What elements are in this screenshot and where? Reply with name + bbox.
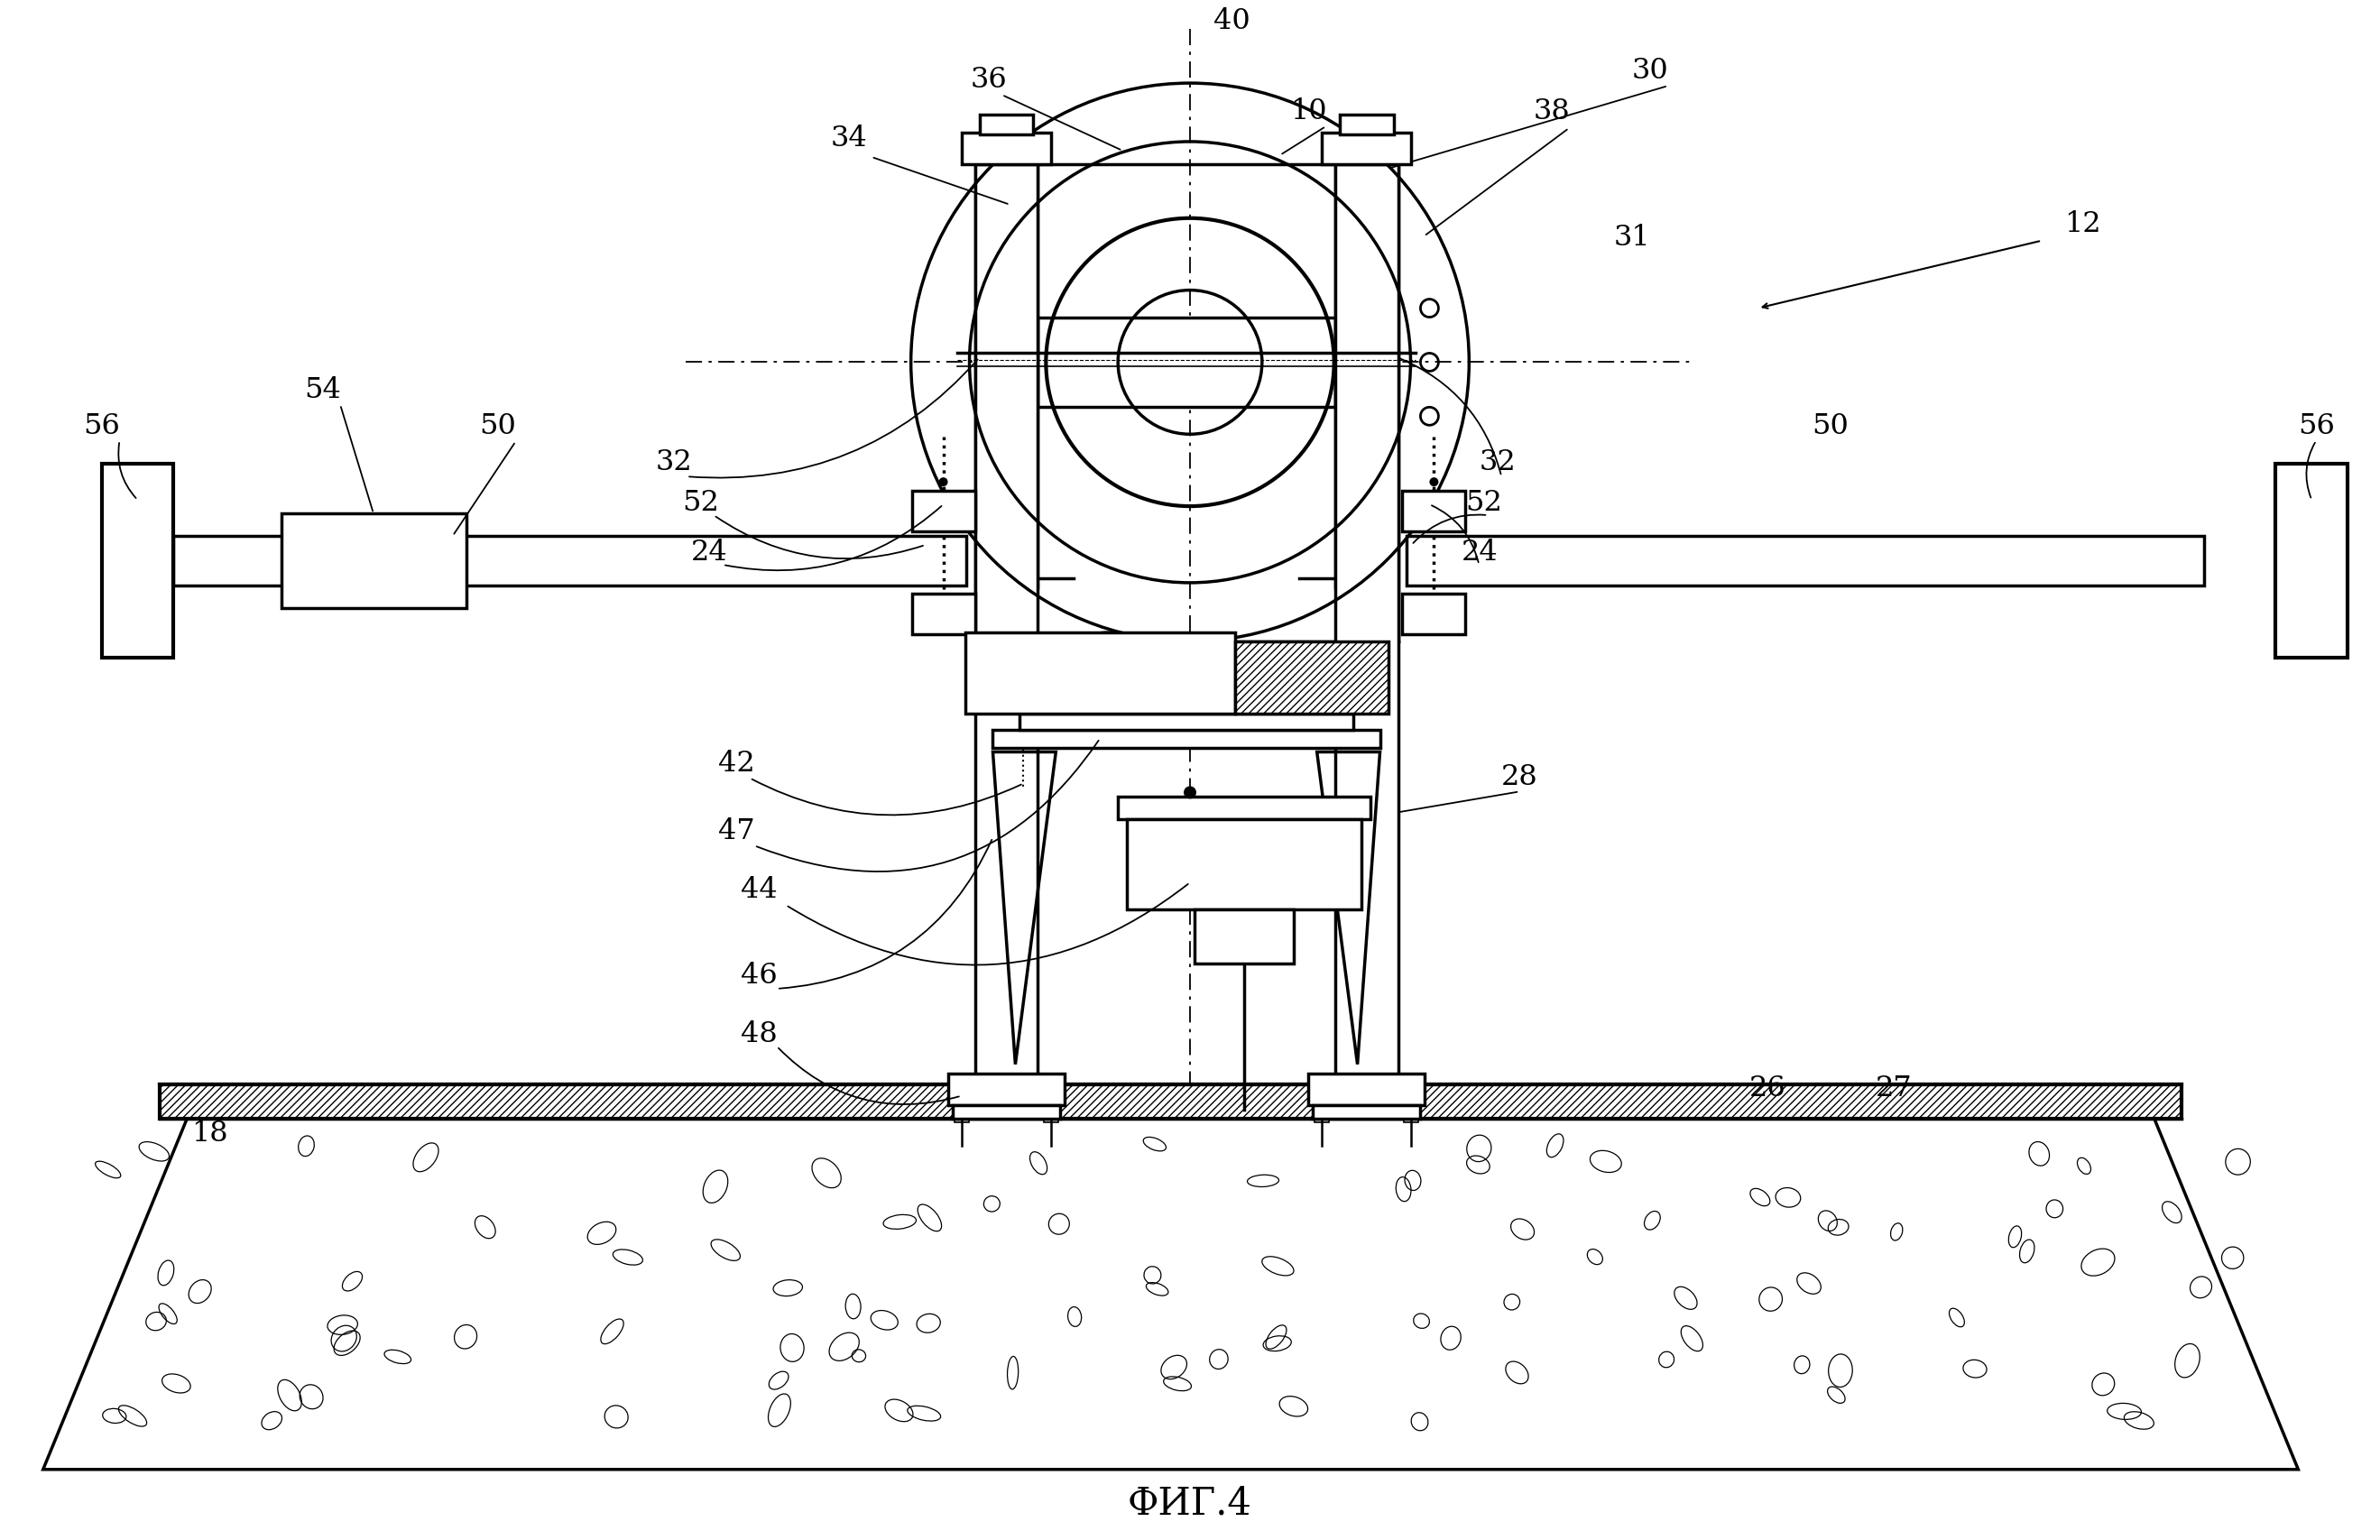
Bar <box>2275 464 2347 658</box>
Bar <box>912 491 976 531</box>
Text: 47: 47 <box>719 818 754 845</box>
Bar <box>1402 491 1466 531</box>
Text: 52: 52 <box>683 490 719 517</box>
Text: 24: 24 <box>1461 539 1497 567</box>
Circle shape <box>445 587 450 593</box>
Circle shape <box>1430 477 1438 487</box>
Circle shape <box>938 477 947 487</box>
Text: 50: 50 <box>1811 413 1849 440</box>
Bar <box>912 593 976 634</box>
Text: 46: 46 <box>740 961 778 990</box>
Text: 44: 44 <box>740 876 778 904</box>
Text: 38: 38 <box>1533 97 1571 125</box>
Text: 48: 48 <box>740 1019 778 1049</box>
Text: 18: 18 <box>193 1120 228 1147</box>
Bar <box>1311 1104 1421 1118</box>
Bar <box>1407 536 2204 585</box>
Bar <box>947 1073 1064 1104</box>
Bar <box>1038 317 1335 407</box>
Text: 31: 31 <box>1614 223 1652 251</box>
Bar <box>992 730 1380 747</box>
Text: 30: 30 <box>1633 57 1668 85</box>
Bar <box>1340 114 1392 134</box>
Text: 34: 34 <box>831 125 869 152</box>
Circle shape <box>298 587 302 593</box>
Text: 56: 56 <box>83 413 121 440</box>
Text: 36: 36 <box>971 66 1007 94</box>
Text: 42: 42 <box>719 750 754 778</box>
Bar <box>1404 1112 1418 1123</box>
Bar <box>159 1084 2180 1118</box>
Text: 54: 54 <box>305 376 340 405</box>
Bar <box>962 132 1052 165</box>
Text: 52: 52 <box>1466 490 1502 517</box>
Bar <box>1021 713 1352 730</box>
Bar <box>1235 641 1388 713</box>
Bar <box>1195 910 1292 964</box>
Text: ФИГ.4: ФИГ.4 <box>1128 1485 1252 1523</box>
Bar <box>1402 593 1466 634</box>
Text: 28: 28 <box>1502 764 1537 792</box>
Text: 40: 40 <box>1214 8 1250 35</box>
Circle shape <box>1183 785 1197 799</box>
Bar <box>976 165 1038 1092</box>
Bar <box>1321 132 1411 165</box>
Text: 56: 56 <box>2299 413 2335 440</box>
Circle shape <box>355 587 362 593</box>
Bar <box>1309 1073 1426 1104</box>
Circle shape <box>409 528 414 534</box>
Text: 27: 27 <box>1875 1075 1911 1103</box>
Polygon shape <box>43 1118 2299 1469</box>
Circle shape <box>409 587 414 593</box>
Text: 24: 24 <box>690 539 728 567</box>
Bar <box>1119 798 1371 819</box>
Bar <box>1335 165 1397 1092</box>
Bar <box>1045 1112 1059 1123</box>
Circle shape <box>298 528 302 534</box>
Circle shape <box>355 528 362 534</box>
Bar <box>174 536 966 585</box>
Text: 32: 32 <box>1478 448 1516 476</box>
Text: 26: 26 <box>1749 1075 1785 1103</box>
Circle shape <box>445 528 450 534</box>
Bar <box>281 513 466 608</box>
Text: 50: 50 <box>481 413 516 440</box>
Bar <box>1128 819 1361 910</box>
Bar <box>1016 756 1031 767</box>
Bar <box>102 464 174 658</box>
Bar <box>952 1104 1061 1118</box>
Text: 32: 32 <box>654 448 693 476</box>
Bar <box>978 114 1033 134</box>
Bar <box>964 633 1235 713</box>
Text: 12: 12 <box>2063 209 2102 239</box>
Text: 10: 10 <box>1290 97 1326 125</box>
Bar <box>1314 1112 1328 1123</box>
Bar <box>954 1112 969 1123</box>
